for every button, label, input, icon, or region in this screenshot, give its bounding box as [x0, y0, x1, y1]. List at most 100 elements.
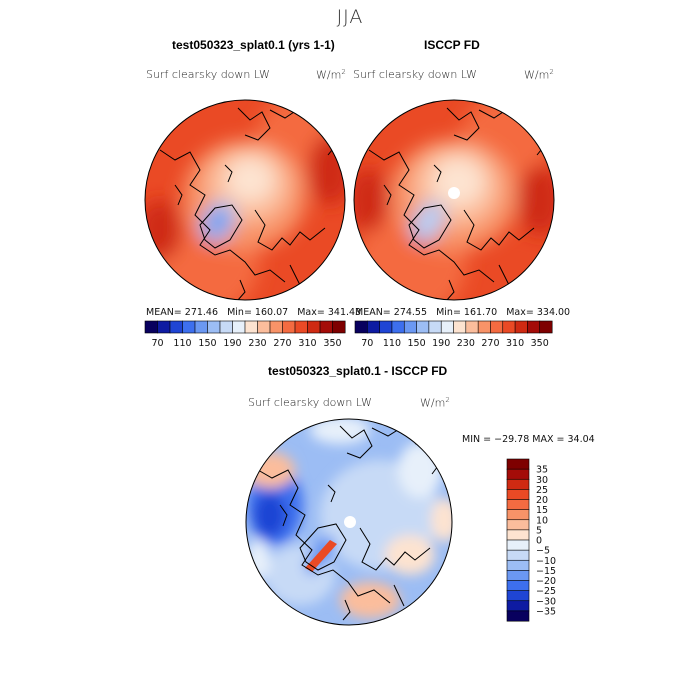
panel1-colorbar-tick-label: 310 [298, 338, 316, 349]
panel2-missing-pole [448, 187, 460, 199]
panel1-colorbar-tick-label: 190 [223, 338, 241, 349]
panel1-colorbar-swatch [244, 320, 258, 334]
panel3-colorbar-tick-label: 20 [536, 495, 548, 506]
panel1-colorbar: 70 110 150 190 230 270 310 350 [144, 320, 346, 349]
panel1-max: Max= 341.43 [297, 307, 362, 318]
panel3-colorbar-tick-label: 30 [536, 475, 548, 486]
panel1-units-exp: 2 [341, 68, 346, 76]
panel1-colorbar-swatch [194, 320, 208, 334]
panel2-colorbar-swatch [391, 320, 405, 334]
panel3-colorbar-tick-label: 0 [536, 536, 542, 547]
panel1-colorbar-swatch [332, 320, 346, 334]
panel1-colorbar-swatch [269, 320, 283, 334]
panel1-map [144, 99, 346, 301]
panel2-mean: MEAN= 274.55 [355, 307, 428, 318]
season-title: JJA [336, 6, 364, 28]
panel2-colorbar-swatch [465, 320, 479, 334]
panel2-colorbar-swatch [539, 320, 553, 334]
panel3-hotspot [305, 540, 337, 572]
panel3-colorbar-swatch [506, 519, 530, 531]
panel1-colorbar-swatch [294, 320, 308, 334]
panel3-colorbar-tick-label: 10 [536, 515, 548, 526]
panel3-colorbar-swatch [506, 478, 530, 490]
panel1-colorbar-swatch [307, 320, 321, 334]
panel2-title: ISCCP FD [424, 38, 480, 52]
panel2-colorbar-swatch [416, 320, 430, 334]
panel1-colorbar-tick-label: 230 [248, 338, 266, 349]
panel3-colorbar-tick-label: −20 [536, 576, 556, 587]
panel2-colorbar-swatch [490, 320, 504, 334]
panel3-colorbar-swatch [506, 468, 530, 480]
panel2-colorbar-swatch [502, 320, 516, 334]
panel2-colorbar-swatch [354, 320, 368, 334]
panel1-colorbar-swatch [319, 320, 333, 334]
panel2-field-label: Surf clearsky down LW [353, 68, 477, 81]
panel1-colorbar-swatch [282, 320, 296, 334]
panel3-colorbar-swatch [506, 610, 530, 622]
panel1-units: W/m2 [316, 68, 346, 82]
panel2-colorbar-swatch [477, 320, 491, 334]
panel2-colorbar-tick-label: 70 [361, 338, 373, 349]
panel1-colorbar-swatch [182, 320, 196, 334]
panel1-colorbar-swatch [219, 320, 233, 334]
panel1-colorbar-tick-label: 150 [198, 338, 216, 349]
panel1-colorbar-swatch [207, 320, 221, 334]
panel3-colorbar-swatch [506, 600, 530, 612]
panel3-minmax: MIN = −29.78 MAX = 34.04 [462, 434, 595, 445]
panel2-colorbar-tick-label: 110 [383, 338, 401, 349]
panel1-colorbar-swatch [232, 320, 246, 334]
panel3-missing-pole [344, 516, 356, 528]
panel3-colorbar-tick-label: −30 [536, 596, 556, 607]
panel2-colorbar-swatch [403, 320, 418, 334]
panel2-map [353, 99, 555, 301]
panel1-units-base: W/m [316, 68, 342, 82]
panel1-mean: MEAN= 271.46 [146, 307, 219, 318]
panel2-map-border [353, 99, 555, 301]
panel1-map-border [144, 99, 346, 301]
panel3-colorbar-tick-label: −35 [536, 606, 556, 617]
panel3-units-base: W/m [420, 396, 446, 410]
panel2-units-exp: 2 [549, 68, 554, 76]
panel3-colorbar-tick-label: −5 [536, 546, 550, 557]
panel3-colorbar-swatch [506, 570, 530, 581]
panel1-field-label: Surf clearsky down LW [146, 68, 270, 81]
panel2-colorbar-swatch [379, 320, 393, 334]
panel3-colorbar-tick-label: 5 [536, 525, 542, 536]
panel3-colorbar-swatch [506, 499, 530, 511]
panel2-colorbar-tick-label: 310 [506, 338, 524, 349]
panel3-units-exp: 2 [445, 396, 450, 404]
panel2-colorbar-swatch [514, 320, 528, 334]
panel1-colorbar-swatch [157, 320, 171, 334]
panel3-colorbar-tick-label: −25 [536, 586, 556, 597]
panel3-title: test050323_splat0.1 - ISCCP FD [268, 364, 448, 378]
panel2-min: Min= 161.70 [436, 307, 498, 318]
panel2-units-base: W/m [524, 68, 550, 82]
panel3-map [245, 418, 453, 626]
panel2-colorbar-swatch [440, 320, 454, 334]
panel2-colorbar-swatch [428, 320, 442, 334]
panel3-colorbar-swatch [506, 580, 530, 592]
panel2-colorbar-swatch [527, 320, 541, 334]
panel3-colorbar-swatch [506, 559, 530, 571]
panel2-stats: MEAN= 274.55 Min= 161.70 Max= 334.00 [355, 307, 570, 318]
panel2-colorbar-tick-label: 190 [432, 338, 450, 349]
panel3-map-border [245, 418, 453, 626]
panel3-colorbar-tick-label: −10 [536, 556, 556, 567]
panel1-stats: MEAN= 271.46 Min= 160.07 Max= 341.43 [146, 307, 361, 318]
panel1-colorbar-tick-label: 70 [151, 338, 163, 349]
panel3-colorbar-tick-label: 35 [536, 465, 548, 476]
panel3-colorbar-swatch [506, 590, 530, 602]
panel2-colorbar: 70 110 150 190 230 270 310 350 [354, 320, 553, 349]
panel2-colorbar-swatch [453, 320, 467, 334]
panel2-colorbar-swatch [367, 320, 381, 334]
panel3-colorbar-swatch [506, 458, 530, 470]
panel1-colorbar-tick-label: 350 [323, 338, 341, 349]
panel1-title: test050323_splat0.1 (yrs 1-1) [172, 38, 335, 52]
panel1-colorbar-swatch [144, 320, 158, 334]
panel3-colorbar-tick-label: 25 [536, 485, 548, 496]
panel1-min: Min= 160.07 [227, 307, 289, 318]
panel1-colorbar-swatch [257, 320, 271, 334]
panel1-colorbar-swatch [169, 320, 183, 334]
panel2-colorbar-tick-label: 150 [407, 338, 425, 349]
